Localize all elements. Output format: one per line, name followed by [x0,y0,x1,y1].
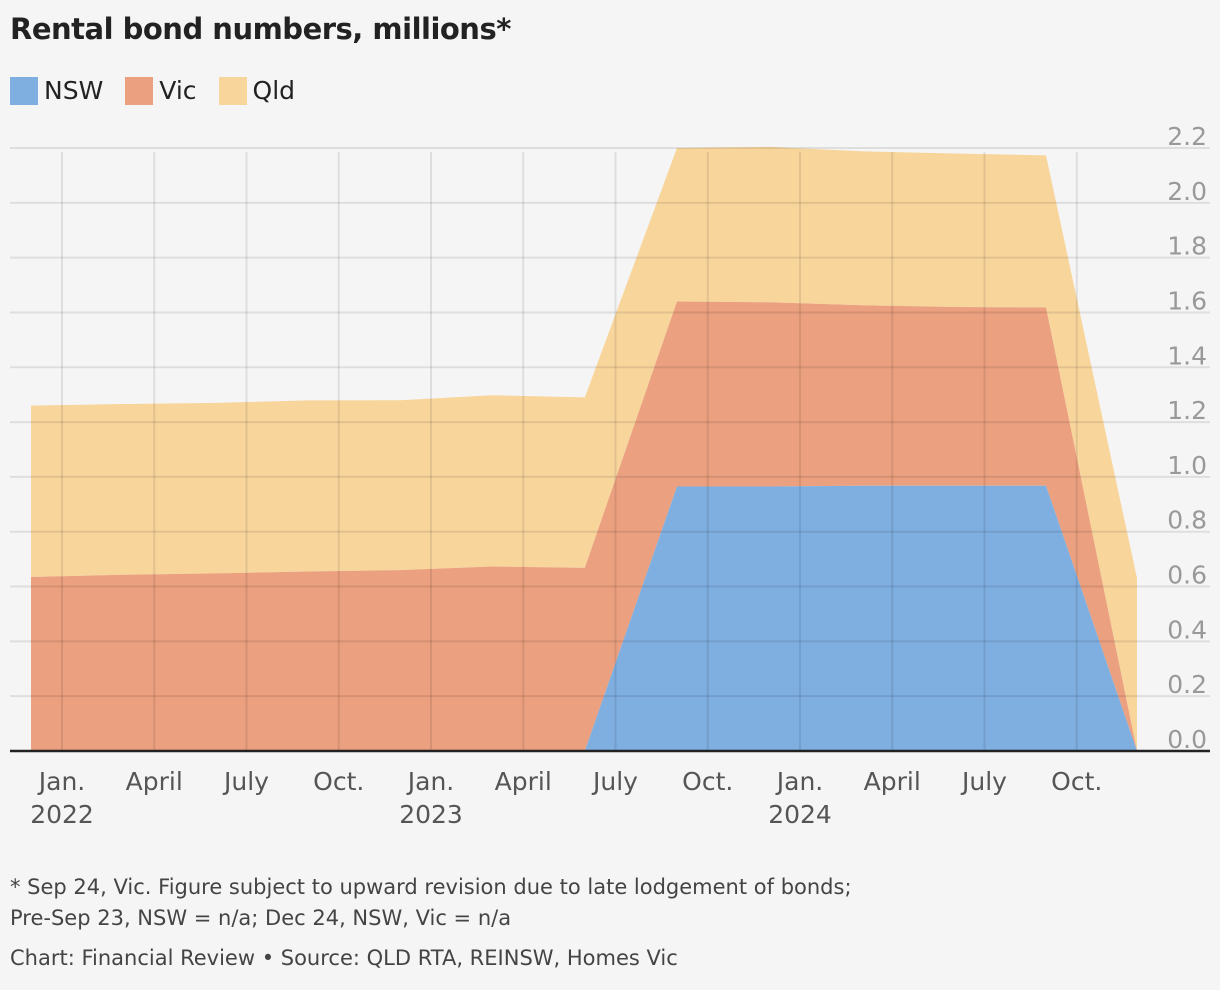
x-tick-label: April [864,767,921,796]
y-tick-label: 2.2 [1167,122,1207,151]
legend-label: NSW [44,76,104,105]
x-tick-year: 2022 [30,800,94,829]
chart-area: 0.0 0.2 0.4 0.6 0.8 1.0 1.2 1.4 1.6 1.8 2.0 2.2 Jan.… [10,122,1210,829]
source-credit: Chart: Financial Review • Source: QLD RT… [10,946,678,970]
legend-item-qld: Qld [218,76,296,105]
legend-swatch [218,76,247,105]
y-tick-label: 0.2 [1167,670,1207,699]
y-tick-label: 0.8 [1167,506,1207,535]
x-tick-label: July [222,767,269,796]
legend-label: Qld [252,76,296,105]
x-tick-label: Oct. [313,767,364,796]
legend-swatch [125,76,154,105]
x-tick-label: Jan. [37,767,85,796]
y-tick-label: 1.6 [1167,286,1207,315]
area-layers [31,146,1137,751]
x-tick-label: Oct. [1051,767,1102,796]
chart-title: Rental bond numbers, millions* [10,12,511,46]
x-tick-label: Oct. [682,767,733,796]
area-qld [31,146,1137,751]
y-tick-label: 0.4 [1167,615,1207,644]
x-tick-label: April [126,767,183,796]
y-tick-label: 0.0 [1167,725,1207,754]
legend-item-vic: Vic [125,76,197,105]
y-tick-label: 1.2 [1167,396,1207,425]
x-tick-year: 2023 [399,800,463,829]
footnote: * Sep 24, Vic. Figure subject to upward … [10,872,852,934]
x-tick-year: 2024 [768,800,832,829]
x-tick-label: July [960,767,1007,796]
legend: NSW Vic Qld [10,76,317,105]
y-tick-label: 1.0 [1167,451,1207,480]
footnote-line-1: * Sep 24, Vic. Figure subject to upward … [10,875,852,899]
y-tick-label: 1.8 [1167,232,1207,261]
grid-lines [10,147,1210,751]
x-tick-label: April [495,767,552,796]
legend-item-nsw: NSW [10,76,103,105]
x-tick-label: Jan. [406,767,454,796]
x-tick-label: Jan. [775,767,823,796]
footnote-line-2: Pre-Sep 23, NSW = n/a; Dec 24, NSW, Vic … [10,906,512,930]
y-tick-label: 2.0 [1167,177,1207,206]
area-vic [31,301,1137,751]
x-tick-label: July [591,767,638,796]
y-tick-label: 0.6 [1167,561,1207,590]
legend-label: Vic [159,76,197,105]
area-nsw [31,485,1137,751]
legend-swatch [10,76,38,105]
y-tick-label: 1.4 [1167,341,1207,370]
